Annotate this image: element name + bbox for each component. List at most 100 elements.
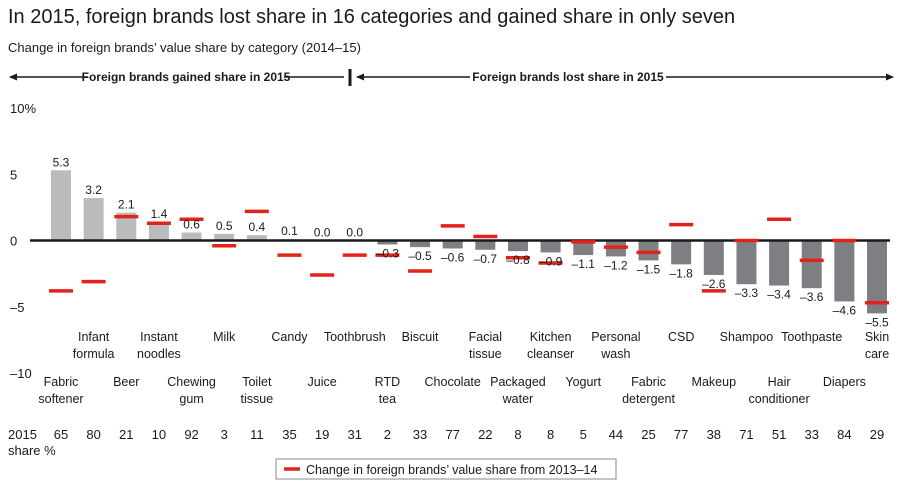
y-axis: 10% 5 0 –5 –10 (10, 101, 36, 381)
value-label-rtd-tea: –0.3 (376, 246, 400, 260)
share-value-toothpaste: 33 (804, 427, 818, 442)
category-label-rtd-tea-line1: RTD (375, 375, 400, 389)
value-label-beer: 2.1 (118, 198, 135, 212)
category-label-toothbrush-line1: Toothbrush (324, 330, 386, 344)
bar-infant-formula (83, 198, 104, 241)
category-label-yogurt-line1: Yogurt (565, 375, 601, 389)
share-value-yogurt: 5 (580, 427, 587, 442)
bar-chewing-gum (181, 232, 202, 241)
value-label-kitchen-cleanser: –0.9 (539, 254, 563, 268)
bar-packaged-water (507, 240, 528, 252)
value-label-chocolate: –0.6 (441, 250, 465, 264)
category-label-infant-formula-line2: formula (73, 347, 115, 361)
category-label-shampoo-line1: Shampoo (720, 330, 774, 344)
bars-group (51, 170, 887, 314)
share-value-hair-conditioner: 51 (772, 427, 786, 442)
category-label-toilet-tissue-line2: tissue (241, 392, 274, 406)
gained-share-label: Foreign brands gained share in 2015 (82, 70, 291, 84)
category-label-skin-care-line1: Skin (865, 330, 889, 344)
share-value-fabric-detergent: 25 (641, 427, 655, 442)
y-tick-label-1: 5 (10, 167, 17, 182)
value-label-instant-noodles: 1.4 (151, 207, 168, 221)
bar-fabric-detergent (638, 240, 659, 261)
bar-csd (671, 240, 692, 265)
bar-instant-noodles (148, 221, 169, 241)
value-label-milk: 0.5 (216, 219, 233, 233)
value-label-toothpaste: –3.6 (800, 290, 824, 304)
category-label-fabric-detergent-line1: Fabric (631, 375, 666, 389)
bar-milk (214, 233, 235, 241)
category-labels-group: Fabric softener Infant formula Beer Instant no… (38, 330, 889, 406)
share-value-beer: 21 (119, 427, 133, 442)
value-label-chewing-gum: 0.6 (183, 218, 200, 232)
share-value-chewing-gum: 92 (184, 427, 198, 442)
y-tick-label-2: 0 (10, 234, 17, 249)
value-label-juice: 0.0 (314, 226, 331, 240)
category-label-candy-line1: Candy (271, 330, 308, 344)
bar-toilet-tissue (246, 235, 267, 241)
share-value-packaged-water: 8 (514, 427, 521, 442)
y-tick-label-4: –10 (10, 366, 32, 381)
share-value-fabric-softener: 65 (54, 427, 68, 442)
category-label-rtd-tea-line2: tea (379, 392, 396, 406)
category-label-milk-line1: Milk (213, 330, 236, 344)
y-tick-label-0: 10% (10, 101, 36, 116)
value-label-diapers: –4.6 (833, 303, 857, 317)
category-label-infant-formula-line1: Infant (78, 330, 110, 344)
category-label-facial-tissue-line1: Facial (469, 330, 502, 344)
category-label-hair-conditioner-line1: Hair (768, 375, 791, 389)
category-label-personal-wash-line2: wash (600, 347, 630, 361)
y-tick-label-3: –5 (10, 300, 24, 315)
share-value-juice: 19 (315, 427, 329, 442)
category-label-packaged-water-line2: water (502, 392, 534, 406)
value-label-packaged-water: –0.8 (506, 253, 530, 267)
share-value-diapers: 84 (837, 427, 851, 442)
category-label-chewing-gum-line2: gum (179, 392, 203, 406)
category-label-skin-care-line2: care (865, 347, 889, 361)
value-labels-group: 5.3 3.2 2.1 1.4 0.6 0.5 0.4 0.1 0.0 0.0 –0.3 –0.5 –0… (53, 155, 889, 329)
share-value-toothbrush: 31 (348, 427, 362, 442)
share-row: 65 80 21 10 92 3 11 35 19 31 2 33 77 22 8 8 5 44 25 77 38 71 5… (54, 427, 884, 442)
value-label-csd: –1.8 (669, 266, 693, 280)
value-label-makeup: –2.6 (702, 277, 726, 291)
category-label-kitchen-cleanser-line2: cleanser (527, 347, 574, 361)
legend-box (275, 458, 617, 480)
category-label-kitchen-cleanser-line1: Kitchen (530, 330, 572, 344)
bar-beer (116, 212, 137, 241)
category-label-instant-noodles-line2: noodles (137, 347, 181, 361)
category-label-biscuit-line1: Biscuit (402, 330, 439, 344)
share-value-makeup: 38 (707, 427, 721, 442)
value-label-facial-tissue: –0.7 (474, 252, 498, 266)
bar-yogurt (573, 240, 594, 256)
share-value-personal-wash: 44 (609, 427, 623, 442)
value-label-toothbrush: 0.0 (346, 226, 363, 240)
category-label-makeup-line1: Makeup (692, 375, 737, 389)
share-value-kitchen-cleanser: 8 (547, 427, 554, 442)
category-label-chewing-gum-line1: Chewing (167, 375, 216, 389)
prior-change-markers (49, 209, 889, 305)
bar-biscuit (410, 240, 431, 248)
value-label-toilet-tissue: 0.4 (248, 220, 265, 234)
category-label-fabric-detergent-line2: detergent (622, 392, 675, 406)
bar-toothpaste (801, 240, 822, 289)
value-label-fabric-detergent: –1.5 (637, 262, 661, 276)
share-value-chocolate: 77 (445, 427, 459, 442)
category-label-toilet-tissue-line1: Toilet (242, 375, 272, 389)
value-label-personal-wash: –1.2 (604, 258, 628, 272)
category-label-beer-line1: Beer (113, 375, 139, 389)
share-value-biscuit: 33 (413, 427, 427, 442)
category-label-fabric-softener-line2: softener (38, 392, 83, 406)
share-value-infant-formula: 80 (86, 427, 100, 442)
category-label-diapers-line1: Diapers (823, 375, 866, 389)
bar-diapers (834, 240, 855, 302)
category-label-toothpaste-line1: Toothpaste (781, 330, 842, 344)
category-label-instant-noodles-line1: Instant (140, 330, 178, 344)
bar-rtd-tea (377, 240, 398, 245)
category-label-juice-line1: Juice (308, 375, 337, 389)
bar-makeup (703, 240, 724, 275)
category-label-csd-line1: CSD (668, 330, 694, 344)
value-label-skin-care: –5.5 (865, 315, 889, 329)
category-label-hair-conditioner-line2: conditioner (749, 392, 810, 406)
bar-hair-conditioner (769, 240, 790, 286)
